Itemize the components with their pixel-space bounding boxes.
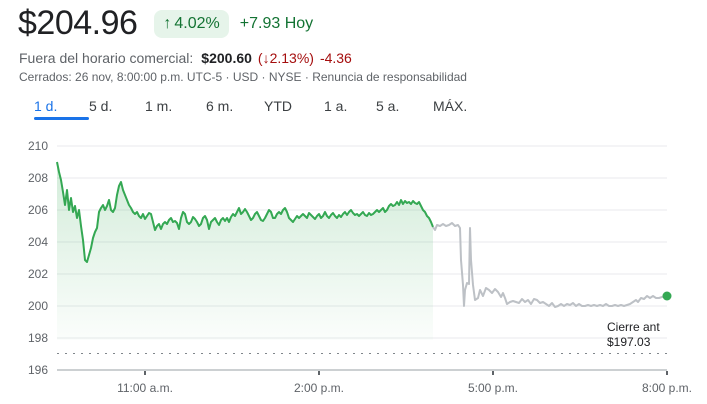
y-tick-204: 204 [28, 235, 48, 249]
after-hours-label: Fuera del horario comercial: [19, 50, 194, 66]
price-chart[interactable]: 210 208 206 204 202 200 198 196 11:00 a.… [0, 130, 707, 404]
x-tick-5pm: 5:00 p.m. [468, 381, 518, 395]
tab-5y[interactable]: 5 a. [376, 98, 400, 114]
x-tick-2pm: 2:00 p.m. [294, 381, 344, 395]
tab-5d[interactable]: 5 d. [89, 98, 113, 114]
y-axis-labels: 210 208 206 204 202 200 198 196 [28, 139, 48, 377]
current-price-dot [662, 291, 672, 301]
tab-1y[interactable]: 1 a. [324, 98, 348, 114]
tab-1d[interactable]: 1 d. [34, 98, 89, 120]
change-percent-badge: ↑ 4.02% [154, 9, 229, 38]
after-hours-row: Fuera del horario comercial: $200.60 (↓2… [19, 50, 352, 66]
x-tick-8pm: 8:00 p.m. [642, 381, 692, 395]
after-hours-price: $200.60 [201, 50, 252, 66]
x-tick-11am: 11:00 a.m. [117, 381, 173, 395]
y-tick-206: 206 [28, 203, 48, 217]
previous-close-label: Cierre ant [607, 320, 660, 334]
tab-6m[interactable]: 6 m. [206, 98, 234, 114]
y-tick-202: 202 [28, 267, 48, 281]
y-tick-198: 198 [28, 331, 48, 345]
change-absolute: +7.93 Hoy [239, 14, 314, 32]
change-percent: 4.02% [174, 14, 220, 32]
current-price: $204.96 [18, 4, 138, 42]
tab-max[interactable]: MÁX. [433, 98, 468, 114]
market-status: Cerrados: 26 nov, 8:00:00 p.m. UTC-5 · U… [19, 70, 467, 84]
y-tick-196: 196 [28, 363, 48, 377]
after-hours-line [432, 222, 667, 308]
y-tick-208: 208 [28, 171, 48, 185]
after-hours-pct-value: 2.13%) [269, 50, 314, 66]
after-hours-change-abs: -4.36 [319, 50, 352, 66]
paren: ( [257, 50, 263, 66]
quote-header: $204.96 ↑ 4.02% +7.93 Hoy [18, 4, 313, 43]
regular-session-line [56, 161, 434, 263]
previous-close-note: Cierre ant $197.03 [607, 320, 660, 350]
arrow-down-icon: ↓ [262, 50, 270, 66]
x-axis-labels: 11:00 a.m. 2:00 p.m. 5:00 p.m. 8:00 p.m. [117, 381, 692, 395]
range-tabs: 1 d. 5 d. 1 m. 6 m. YTD 1 a. 5 a. MÁX. [34, 98, 467, 120]
regular-session-area [57, 162, 433, 340]
tab-1m[interactable]: 1 m. [145, 98, 173, 114]
after-hours-change-pct: (↓2.13%) [258, 50, 314, 66]
y-tick-210: 210 [28, 139, 48, 153]
arrow-up-icon: ↑ [163, 14, 172, 32]
x-axis-ticks [144, 371, 668, 375]
tab-ytd[interactable]: YTD [264, 98, 292, 114]
previous-close-value: $197.03 [607, 335, 651, 349]
y-tick-200: 200 [28, 299, 48, 313]
